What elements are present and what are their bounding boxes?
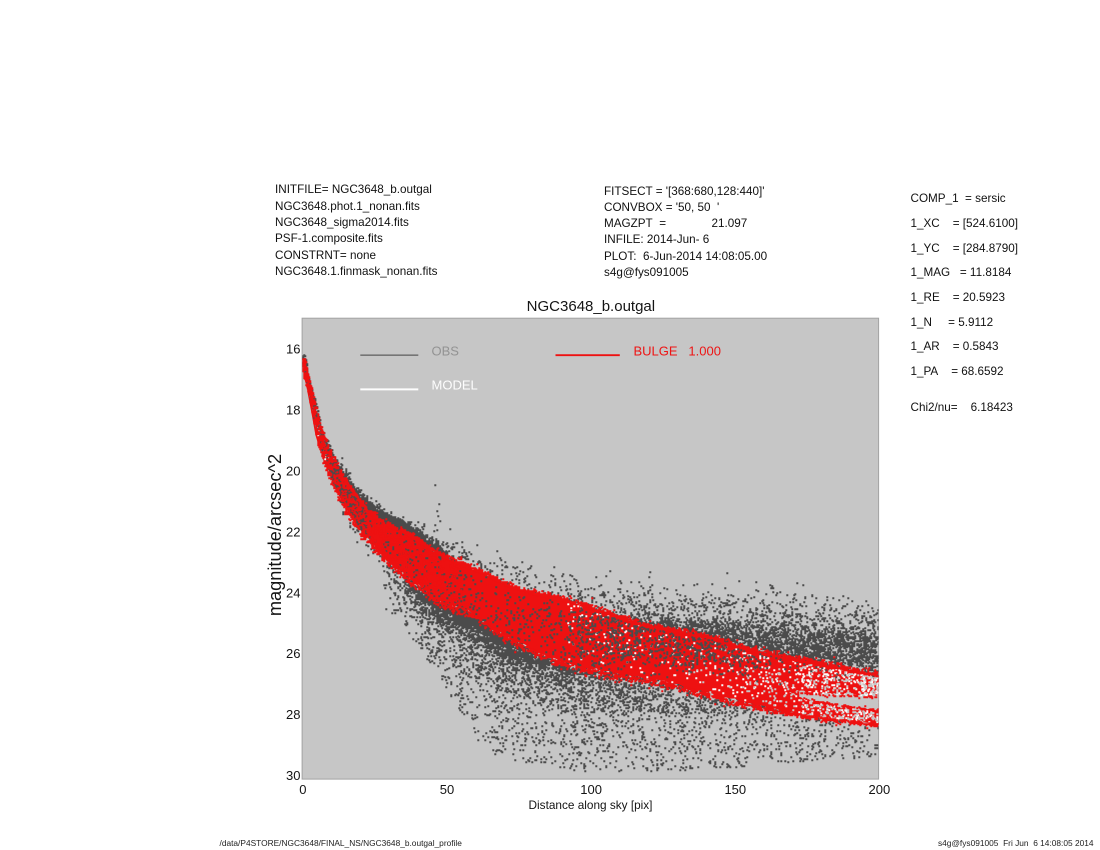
svg-text:OBS: OBS	[432, 344, 460, 359]
svg-text:18: 18	[286, 403, 300, 418]
svg-text:BULGE 1.000: BULGE 1.000	[634, 344, 721, 359]
svg-text:100: 100	[580, 782, 602, 797]
svg-text:20: 20	[286, 464, 300, 479]
svg-text:NGC3648_b.outgal: NGC3648_b.outgal	[527, 298, 655, 315]
svg-text:24: 24	[286, 585, 300, 600]
svg-text:150: 150	[724, 782, 746, 797]
svg-text:28: 28	[286, 707, 300, 722]
svg-text:MODEL: MODEL	[432, 378, 478, 393]
svg-text:Distance along sky [pix]: Distance along sky [pix]	[529, 798, 653, 812]
svg-text:50: 50	[440, 782, 454, 797]
svg-text:26: 26	[286, 646, 300, 661]
svg-text:22: 22	[286, 524, 300, 539]
svg-text:30: 30	[286, 768, 300, 783]
svg-text:magnitude/arcsec^2: magnitude/arcsec^2	[265, 454, 285, 616]
svg-text:0: 0	[299, 782, 306, 797]
svg-text:16: 16	[286, 342, 300, 357]
svg-text:200: 200	[869, 782, 891, 797]
